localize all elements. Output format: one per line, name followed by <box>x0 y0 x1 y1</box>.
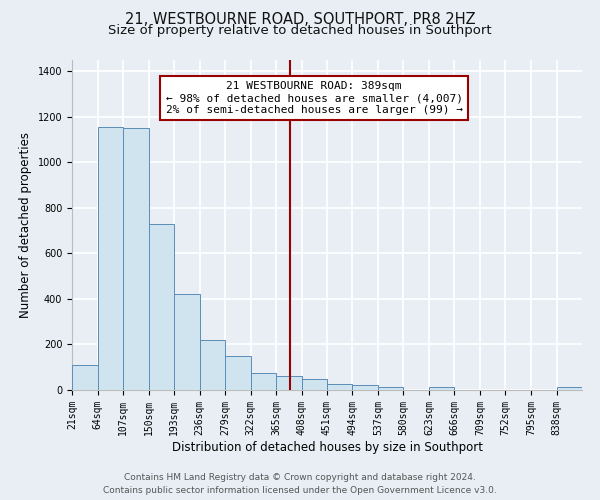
Text: Size of property relative to detached houses in Southport: Size of property relative to detached ho… <box>108 24 492 37</box>
Text: 21 WESTBOURNE ROAD: 389sqm
← 98% of detached houses are smaller (4,007)
2% of se: 21 WESTBOURNE ROAD: 389sqm ← 98% of deta… <box>166 82 463 114</box>
Bar <box>276 376 302 390</box>
Bar <box>225 356 251 390</box>
Bar <box>352 386 378 390</box>
Bar <box>378 386 403 390</box>
Bar <box>557 386 582 390</box>
Y-axis label: Number of detached properties: Number of detached properties <box>19 132 32 318</box>
Bar <box>149 224 174 390</box>
Bar <box>199 340 225 390</box>
X-axis label: Distribution of detached houses by size in Southport: Distribution of detached houses by size … <box>172 440 482 454</box>
Bar <box>123 128 149 390</box>
Bar <box>72 365 97 390</box>
Bar <box>327 384 352 390</box>
Bar <box>251 373 276 390</box>
Text: Contains HM Land Registry data © Crown copyright and database right 2024.
Contai: Contains HM Land Registry data © Crown c… <box>103 474 497 495</box>
Text: 21, WESTBOURNE ROAD, SOUTHPORT, PR8 2HZ: 21, WESTBOURNE ROAD, SOUTHPORT, PR8 2HZ <box>125 12 475 28</box>
Bar <box>302 378 327 390</box>
Bar <box>429 386 455 390</box>
Bar <box>97 127 123 390</box>
Bar <box>174 294 199 390</box>
